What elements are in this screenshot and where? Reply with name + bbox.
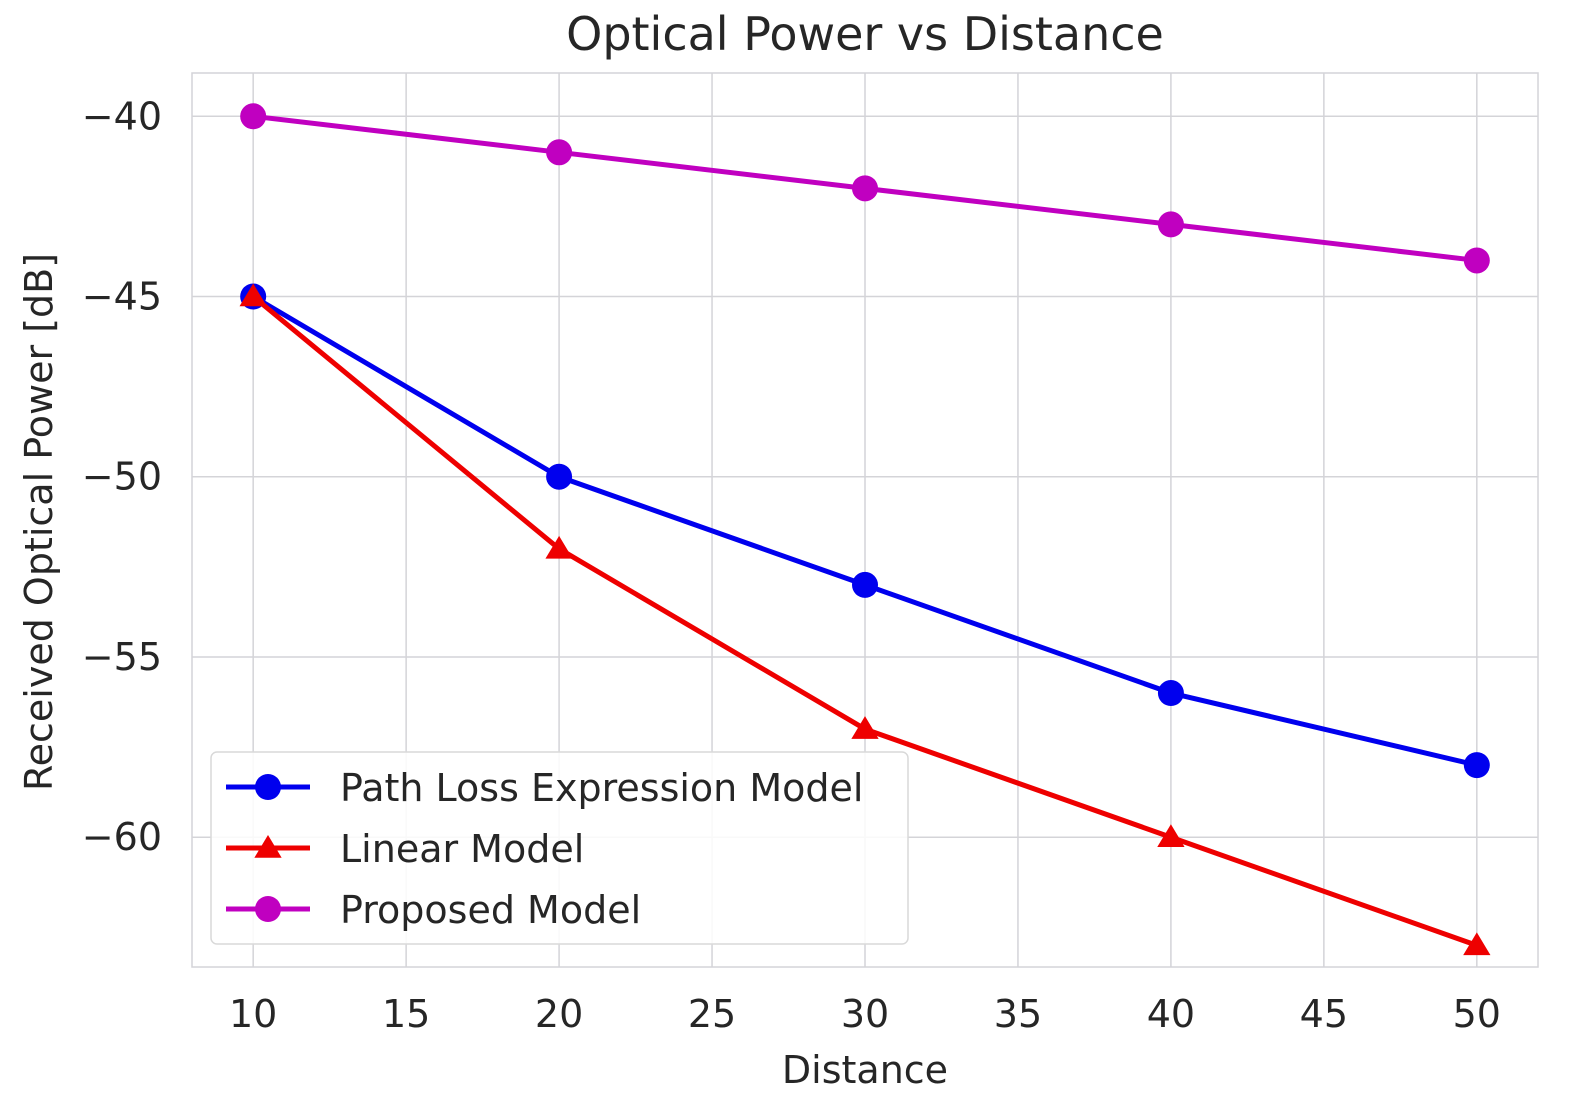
x-tick-label: 50: [1453, 992, 1501, 1036]
circle-marker: [852, 571, 878, 598]
legend-label: Path Loss Expression Model: [340, 766, 863, 810]
circle-marker: [1157, 680, 1184, 707]
tick-labels: 10 15 20 25 30 35 40 45 50 −40 −45 −50 −55 −60: [82, 94, 1501, 1036]
circle-marker: [255, 896, 281, 922]
triangle-marker: [254, 835, 282, 858]
x-tick-label: 15: [382, 992, 430, 1036]
x-tick-label: 40: [1147, 992, 1195, 1036]
circle-marker: [255, 774, 281, 800]
chart-title: Optical Power vs Distance: [566, 7, 1164, 61]
series-3: [240, 103, 1490, 274]
y-tick-label: −40: [82, 94, 162, 138]
x-axis-label: Distance: [782, 1048, 948, 1092]
series-1: [240, 283, 1490, 779]
circle-marker: [546, 463, 573, 490]
legend: Path Loss Expression Model Linear Model Pr…: [210, 751, 909, 945]
series-layer: [239, 103, 1491, 956]
y-tick-label: −50: [82, 455, 162, 499]
x-tick-label: 45: [1300, 992, 1348, 1036]
triangle-marker: [1157, 824, 1185, 847]
x-tick-label: 25: [688, 992, 736, 1036]
series-2: [239, 283, 1491, 956]
y-tick-label: −55: [82, 635, 162, 679]
triangle-marker: [545, 535, 573, 559]
y-axis-label: Received Optical Power [dB]: [17, 253, 61, 791]
circle-marker: [546, 139, 573, 166]
circle-marker: [1463, 752, 1490, 779]
x-tick-label: 30: [841, 992, 889, 1036]
legend-label: Proposed Model: [340, 888, 641, 932]
triangle-marker: [239, 283, 267, 307]
y-tick-label: −45: [82, 275, 162, 319]
x-tick-label: 10: [229, 992, 277, 1036]
triangle-marker: [851, 716, 879, 739]
legend-label: Linear Model: [340, 827, 584, 871]
legend-item: Path Loss Expression Model: [226, 766, 863, 810]
circle-marker: [852, 175, 878, 202]
legend-item: Linear Model: [226, 827, 584, 871]
legend-item: Proposed Model: [226, 888, 641, 932]
y-tick-label: −60: [82, 815, 162, 859]
x-tick-label: 35: [994, 992, 1042, 1036]
circle-marker: [1463, 247, 1490, 274]
legend-box: [210, 751, 909, 945]
triangle-marker: [1463, 932, 1491, 956]
circle-marker: [1157, 211, 1184, 238]
x-tick-label: 20: [535, 992, 583, 1036]
circle-marker: [240, 103, 267, 130]
